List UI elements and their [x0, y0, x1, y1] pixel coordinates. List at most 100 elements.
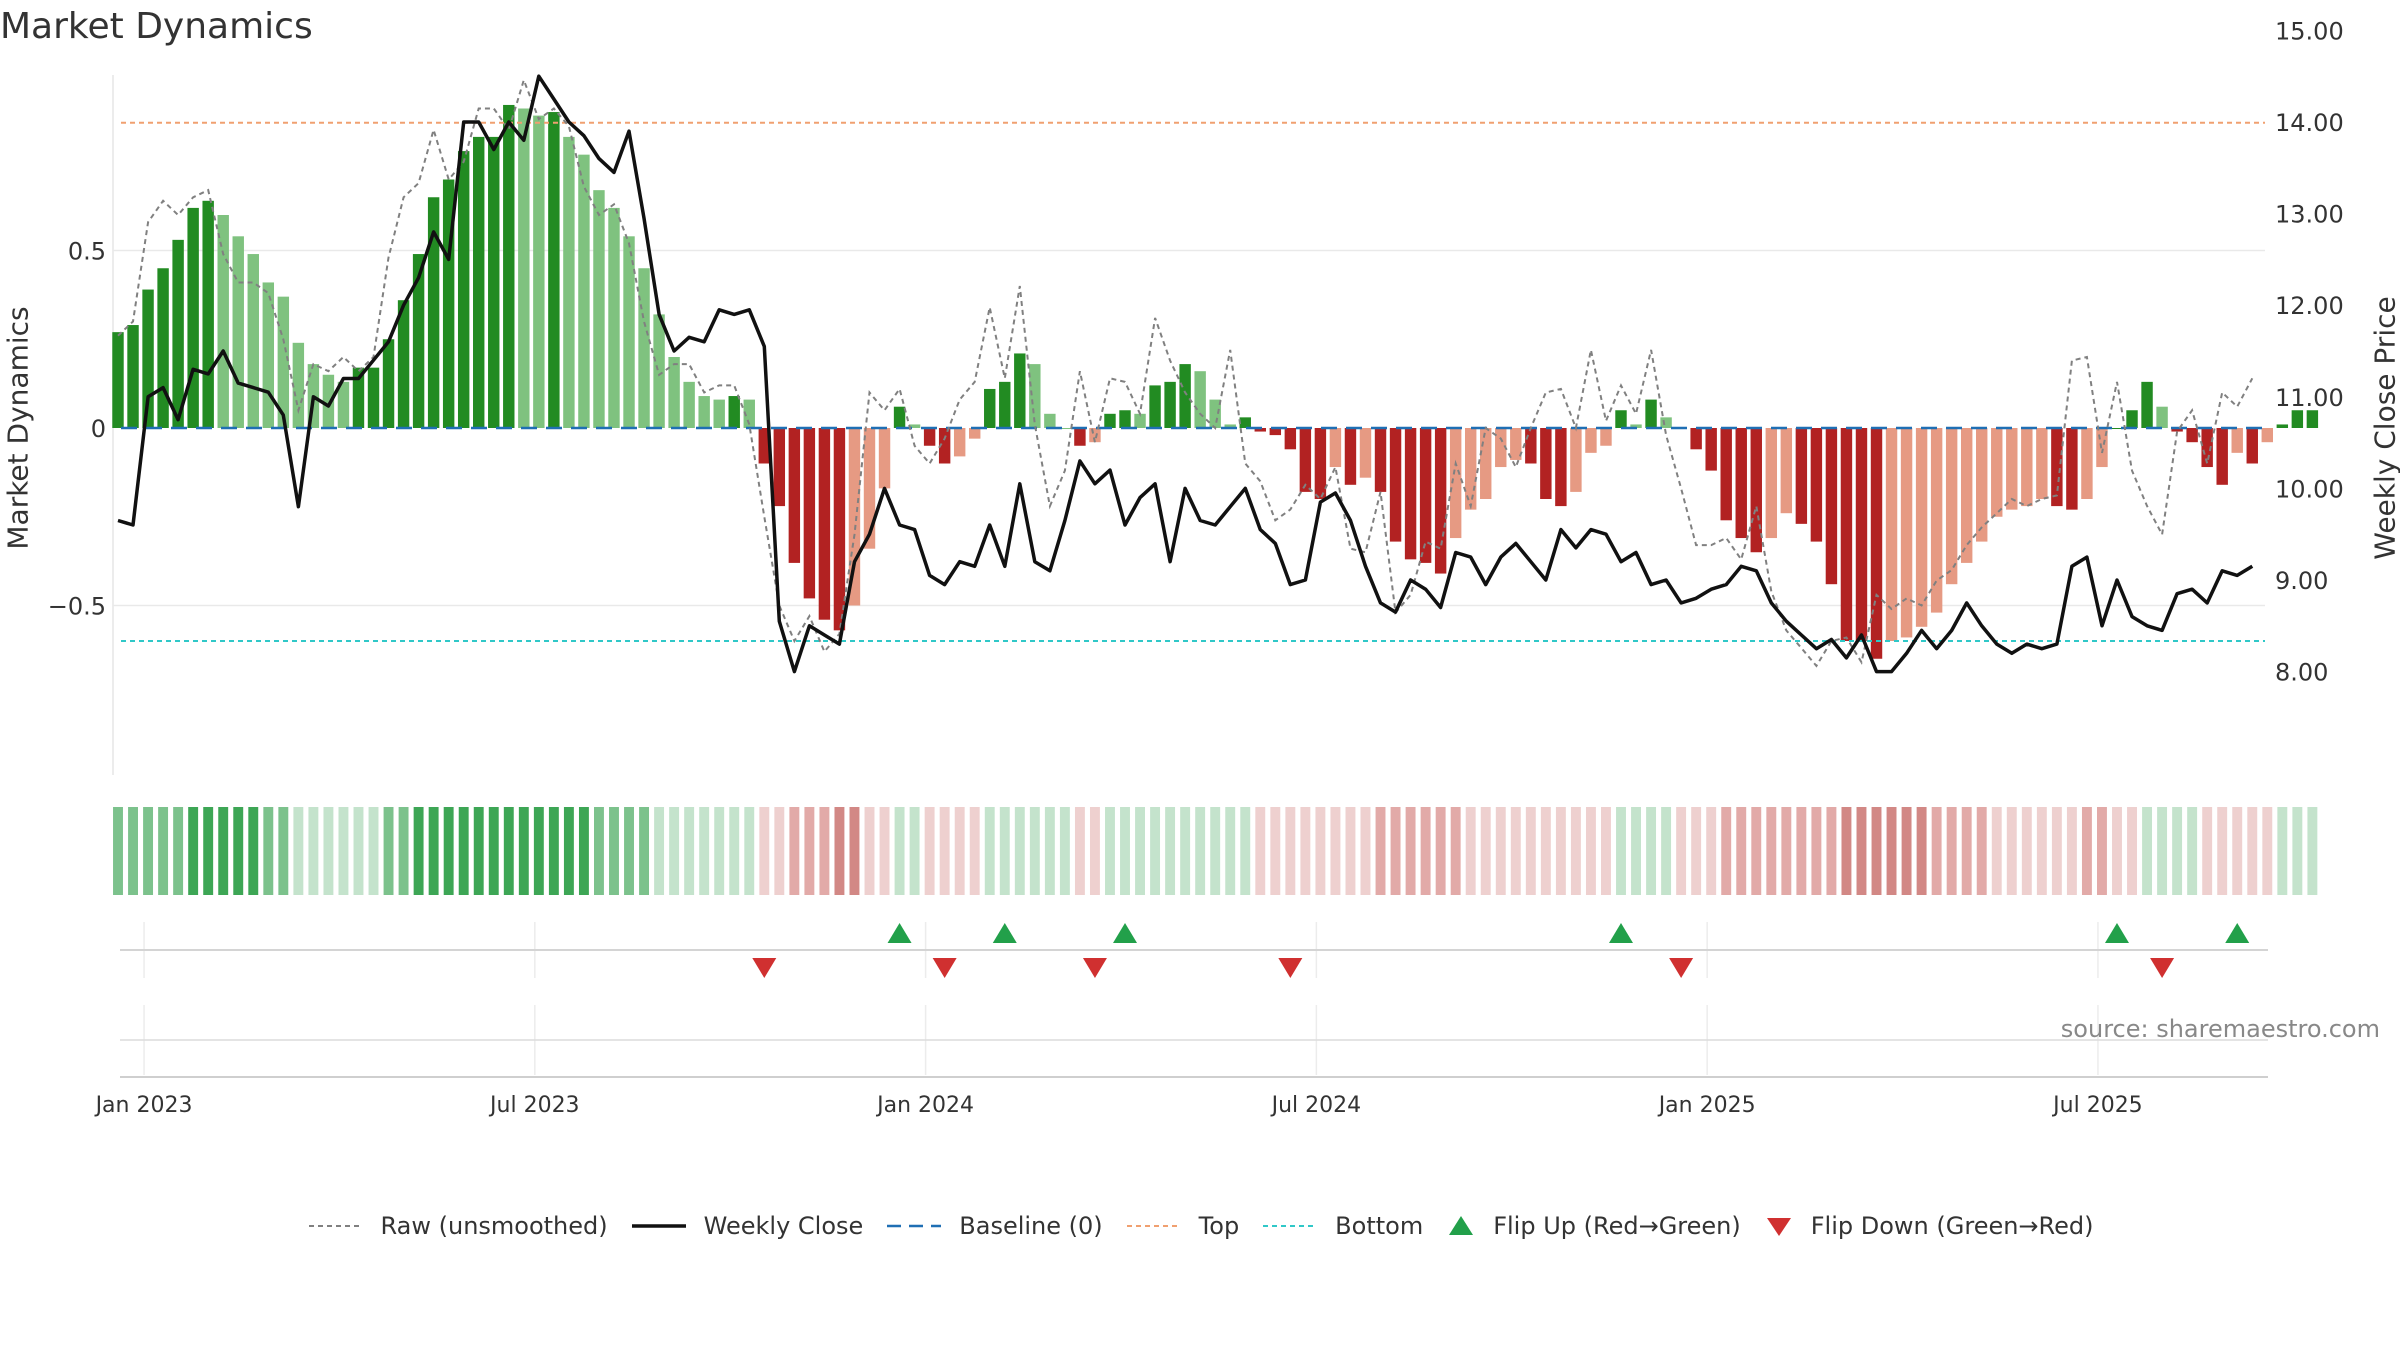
- dynamics-bar: [1389, 428, 1402, 542]
- regime-cell: [1916, 807, 1927, 895]
- dynamics-bar: [1825, 428, 1838, 585]
- dynamics-bar: [2231, 428, 2243, 453]
- regime-cell: [1300, 807, 1311, 895]
- regime-cell: [233, 807, 244, 895]
- regime-cell: [834, 807, 845, 895]
- legend-swatch: [308, 1225, 363, 1227]
- dynamics-bar: [1464, 428, 1477, 510]
- regime-cell: [969, 807, 980, 895]
- legend-item-flip-up: Flip Up (Red→Green): [1445, 1212, 1741, 1240]
- dynamics-bar: [1570, 428, 1582, 492]
- regime-cell: [293, 807, 304, 895]
- regime-cell: [548, 807, 559, 895]
- dynamics-bar: [638, 268, 650, 428]
- right-tick-label: 11.00: [2275, 384, 2344, 412]
- legend-label: Raw (unsmoothed): [380, 1212, 608, 1240]
- regime-cell: [1270, 807, 1281, 895]
- regime-cell: [1676, 807, 1687, 895]
- regime-cell: [1014, 807, 1025, 895]
- regime-cell: [924, 807, 935, 895]
- left-tick-label: −0.5: [48, 593, 106, 621]
- x-axis: Jan 2023 Jul 2023 Jan 2024 Jul 2024 Jan 2025…: [94, 1093, 2143, 1118]
- regime-cell: [1285, 807, 1296, 895]
- dynamics-bar: [1855, 428, 1868, 641]
- dynamics-bar: [999, 381, 1011, 428]
- x-tick-label: Jan 2024: [875, 1093, 974, 1118]
- regime-cell: [684, 807, 695, 895]
- dynamics-bar: [1164, 381, 1176, 428]
- regime-cell: [2172, 807, 2183, 895]
- market-dynamics-chart: 0.5 0 −0.5 15.00 14.00 13.00 12.00 11.00 10.00 9…: [48, 17, 2344, 1118]
- regime-cell: [1510, 807, 1521, 895]
- regime-cell: [1946, 807, 1957, 895]
- dynamics-bar: [1299, 428, 1312, 492]
- dynamics-bar: [1449, 428, 1462, 539]
- regime-cell: [864, 807, 875, 895]
- regime-cell: [1841, 807, 1852, 895]
- dynamics-bar: [262, 282, 275, 428]
- regime-cell: [699, 807, 710, 895]
- regime-cell: [789, 807, 800, 895]
- regime-cell: [278, 807, 289, 895]
- regime-cell: [1120, 807, 1130, 895]
- dynamics-bar: [1960, 428, 1973, 563]
- regime-cell: [383, 807, 394, 895]
- regime-cell: [1089, 807, 1100, 895]
- regime-cell: [263, 807, 274, 895]
- regime-cell: [1195, 807, 1206, 895]
- dynamics-bar: [2246, 428, 2258, 464]
- source-label: source: sharemaestro.com: [2060, 1015, 2380, 1043]
- dynamics-bar: [908, 424, 921, 428]
- dynamics-bar: [1795, 428, 1808, 524]
- regime-cell: [1405, 807, 1416, 895]
- dynamics-bar: [1404, 428, 1417, 560]
- regime-cell: [1856, 807, 1867, 895]
- right-tick-label: 9.00: [2275, 567, 2328, 595]
- regime-cell: [984, 807, 995, 895]
- dynamics-bar: [1510, 428, 1522, 460]
- dynamics-bar: [2126, 410, 2138, 428]
- dynamics-bar: [1750, 428, 1762, 553]
- regime-cell: [1210, 807, 1221, 895]
- regime-cell: [1811, 807, 1822, 895]
- dynamics-bar: [893, 406, 906, 428]
- regime-cell: [338, 807, 349, 895]
- dynamics-bar: [277, 296, 290, 428]
- dynamics-bar: [1374, 428, 1387, 492]
- regime-cell: [804, 807, 815, 895]
- regime-cell: [894, 807, 905, 895]
- dynamics-bar: [1540, 428, 1552, 499]
- regime-cell: [2247, 807, 2258, 895]
- regime-cell: [939, 807, 950, 895]
- legend-item-flip-down: Flip Down (Green→Red): [1763, 1212, 2094, 1240]
- dynamics-bar: [923, 428, 936, 446]
- dynamics-bar: [1900, 428, 1913, 638]
- regime-cell: [1059, 807, 1070, 895]
- legend-item-close: Weekly Close: [630, 1212, 863, 1240]
- regime-cell: [999, 807, 1010, 895]
- dynamics-bar: [292, 342, 305, 428]
- regime-cell: [428, 807, 439, 895]
- dynamics-bar: [2261, 428, 2273, 443]
- regime-cell: [609, 807, 619, 895]
- legend-label: Bottom: [1335, 1212, 1424, 1240]
- dynamics-bar: [623, 236, 635, 428]
- regime-cell: [158, 807, 169, 895]
- regime-cell: [1390, 807, 1401, 895]
- flip-down-marker: [1082, 958, 1107, 978]
- regime-cell: [1180, 807, 1191, 895]
- dynamics-bar: [1329, 428, 1342, 468]
- dynamics-bar: [412, 254, 425, 428]
- regime-cell: [248, 807, 259, 895]
- dynamics-bar: [232, 236, 244, 428]
- right-tick-label: 14.00: [2275, 109, 2344, 137]
- weekly-close-line: [117, 74, 2254, 674]
- dynamics-bar: [1074, 428, 1086, 446]
- regime-cell: [669, 807, 680, 895]
- dynamics-bar: [217, 215, 229, 428]
- reference-lines: [121, 121, 2265, 642]
- dynamics-bar: [953, 428, 966, 457]
- regime-cell: [473, 807, 484, 895]
- dynamics-bar: [1239, 417, 1251, 428]
- flip-up-marker: [1113, 923, 1138, 943]
